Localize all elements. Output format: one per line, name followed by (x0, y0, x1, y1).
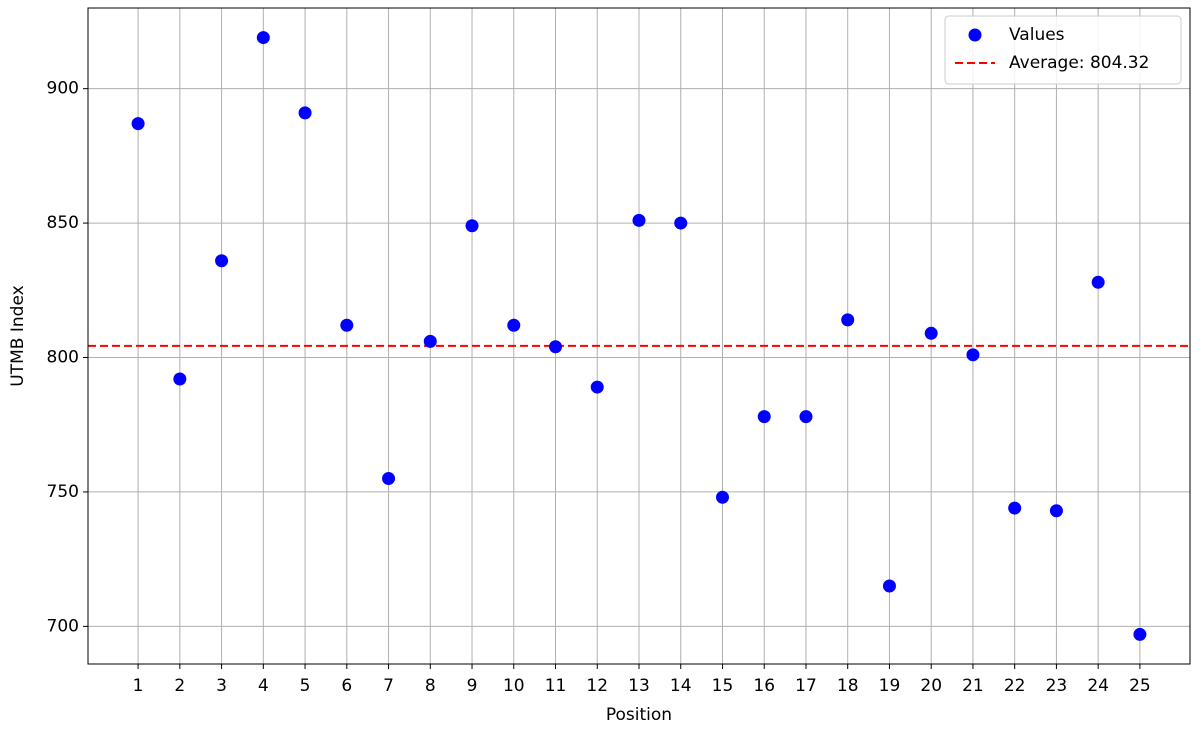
y-axis-label: UTMB Index (8, 285, 28, 386)
x-tick-label: 7 (383, 676, 394, 696)
x-tick-label: 18 (837, 676, 859, 696)
x-tick-label: 14 (670, 676, 692, 696)
y-tick-label: 850 (47, 213, 79, 233)
x-tick-label: 19 (879, 676, 901, 696)
point (1008, 501, 1022, 515)
point (841, 313, 855, 327)
y-tick-label: 800 (47, 348, 79, 368)
x-tick-label: 12 (586, 676, 608, 696)
x-tick-label: 20 (920, 676, 942, 696)
x-tick-label: 23 (1046, 676, 1068, 696)
x-tick-label: 21 (962, 676, 984, 696)
point (423, 334, 437, 348)
legend-box (944, 15, 1182, 85)
x-tick-label: 8 (425, 676, 436, 696)
x-tick-label: 6 (341, 676, 352, 696)
x-tick-label: 22 (1004, 676, 1026, 696)
point (131, 117, 145, 131)
x-axis-label: Position (606, 705, 672, 725)
point (256, 31, 270, 45)
point (1049, 504, 1063, 518)
point (298, 106, 312, 120)
x-tick-label: 3 (216, 676, 227, 696)
x-tick-label: 4 (258, 676, 269, 696)
x-tick-label: 13 (628, 676, 650, 696)
x-tick-label: 16 (753, 676, 775, 696)
point (882, 579, 896, 593)
x-tick-label: 1 (133, 676, 144, 696)
x-tick-label: 11 (545, 676, 567, 696)
point (173, 372, 187, 386)
legend-label: Average: 804.32 (1009, 53, 1149, 73)
legend-label: Values (1009, 25, 1065, 45)
point (549, 340, 563, 354)
point (674, 216, 688, 230)
y-tick-label: 750 (47, 482, 79, 502)
point (799, 410, 813, 424)
x-tick-label: 24 (1087, 676, 1109, 696)
x-tick-label: 15 (712, 676, 734, 696)
x-tick-label: 5 (300, 676, 311, 696)
plot-frame (87, 7, 1191, 665)
point (715, 490, 729, 504)
point (382, 471, 396, 485)
y-tick-label: 900 (47, 79, 79, 99)
point (590, 380, 604, 394)
legend-marker (968, 28, 982, 42)
x-tick-label: 10 (503, 676, 525, 696)
point (507, 318, 521, 332)
point (966, 348, 980, 362)
point (924, 326, 938, 340)
point (340, 318, 354, 332)
point (757, 410, 771, 424)
y-tick-label: 700 (47, 616, 79, 636)
x-tick-label: 17 (795, 676, 817, 696)
x-tick-label: 25 (1129, 676, 1151, 696)
point (1091, 275, 1105, 289)
point (1133, 627, 1147, 641)
point (465, 219, 479, 233)
point (632, 213, 646, 227)
x-tick-label: 9 (467, 676, 478, 696)
point (215, 254, 229, 268)
x-tick-label: 2 (174, 676, 185, 696)
